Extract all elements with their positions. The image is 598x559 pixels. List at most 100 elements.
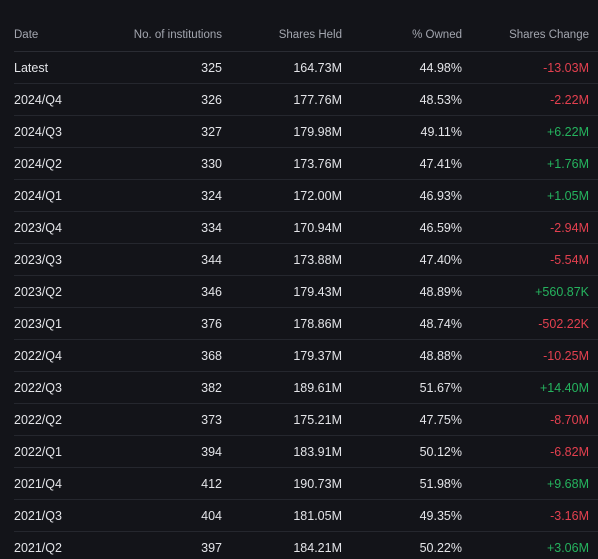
row-shares-change: +1.76M — [546, 156, 589, 171]
row-shares-change: +9.68M — [546, 476, 589, 491]
row-shares-held: 164.73M — [293, 60, 342, 75]
row-shares-change: -8.70M — [550, 412, 589, 427]
table-row[interactable]: 2022/Q1 394 183.91M 50.12% -6.82M — [14, 436, 598, 468]
row-owned: 50.12% — [419, 444, 462, 459]
table-row[interactable]: 2021/Q3 404 181.05M 49.35% -3.16M — [14, 500, 598, 532]
row-date: 2023/Q3 — [14, 252, 62, 267]
row-shares-change: -2.94M — [550, 220, 589, 235]
row-date: 2022/Q4 — [14, 348, 62, 363]
row-date: 2021/Q3 — [14, 508, 62, 523]
table-row[interactable]: 2021/Q4 412 190.73M 51.98% +9.68M — [14, 468, 598, 500]
row-owned: 48.53% — [419, 92, 462, 107]
table-row[interactable]: 2022/Q3 382 189.61M 51.67% +14.40M — [14, 372, 598, 404]
row-institutions: 330 — [201, 156, 222, 171]
table-body: Latest 325 164.73M 44.98% -13.03M 2024/Q4 326 1… — [0, 52, 598, 559]
row-shares-held: 184.21M — [293, 540, 342, 555]
row-institutions: 344 — [201, 252, 222, 267]
row-shares-held: 173.76M — [293, 156, 342, 171]
row-shares-held: 175.21M — [293, 412, 342, 427]
row-shares-held: 189.61M — [293, 380, 342, 395]
row-institutions: 346 — [201, 284, 222, 299]
row-shares-change: -13.03M — [543, 60, 589, 75]
row-shares-change: -5.54M — [550, 252, 589, 267]
row-date: 2021/Q4 — [14, 476, 62, 491]
row-shares-held: 183.91M — [293, 444, 342, 459]
header-institutions[interactable]: No. of institutions — [133, 28, 222, 41]
row-owned: 49.35% — [419, 508, 462, 523]
table-row[interactable]: 2023/Q3 344 173.88M 47.40% -5.54M — [14, 244, 598, 276]
row-shares-held: 190.73M — [293, 476, 342, 491]
row-shares-change: -3.16M — [550, 508, 589, 523]
row-owned: 48.88% — [419, 348, 462, 363]
row-shares-held: 172.00M — [293, 188, 342, 203]
row-shares-change: +14.40M — [540, 380, 589, 395]
row-institutions: 334 — [201, 220, 222, 235]
row-shares-change: +1.05M — [546, 188, 589, 203]
row-date: 2024/Q2 — [14, 156, 62, 171]
row-shares-held: 177.76M — [293, 92, 342, 107]
row-owned: 51.98% — [419, 476, 462, 491]
row-institutions: 394 — [201, 444, 222, 459]
row-shares-held: 178.86M — [293, 316, 342, 331]
table-row[interactable]: 2022/Q4 368 179.37M 48.88% -10.25M — [14, 340, 598, 372]
row-owned: 44.98% — [419, 60, 462, 75]
row-owned: 47.75% — [419, 412, 462, 427]
table-header-row: Date No. of institutions Shares Held % O… — [14, 18, 598, 52]
row-shares-held: 179.43M — [293, 284, 342, 299]
row-shares-change: +560.87K — [535, 284, 589, 299]
row-shares-change: -2.22M — [550, 92, 589, 107]
table-row[interactable]: 2024/Q1 324 172.00M 46.93% +1.05M — [14, 180, 598, 212]
header-date[interactable]: Date — [14, 28, 39, 41]
row-shares-held: 181.05M — [293, 508, 342, 523]
row-institutions: 326 — [201, 92, 222, 107]
row-date: 2021/Q2 — [14, 540, 62, 555]
row-shares-held: 179.98M — [293, 124, 342, 139]
row-date: Latest — [14, 60, 49, 75]
row-shares-change: +3.06M — [546, 540, 589, 555]
row-shares-change: -502.22K — [538, 316, 589, 331]
row-institutions: 368 — [201, 348, 222, 363]
table-row[interactable]: 2024/Q3 327 179.98M 49.11% +6.22M — [14, 116, 598, 148]
table-row[interactable]: 2023/Q2 346 179.43M 48.89% +560.87K — [14, 276, 598, 308]
row-date: 2024/Q1 — [14, 188, 62, 203]
table-row[interactable]: 2023/Q4 334 170.94M 46.59% -2.94M — [14, 212, 598, 244]
row-owned: 46.59% — [419, 220, 462, 235]
row-institutions: 327 — [201, 124, 222, 139]
row-shares-change: +6.22M — [546, 124, 589, 139]
row-shares-held: 170.94M — [293, 220, 342, 235]
row-date: 2024/Q3 — [14, 124, 62, 139]
row-owned: 50.22% — [419, 540, 462, 555]
table-row[interactable]: 2021/Q2 397 184.21M 50.22% +3.06M — [14, 532, 598, 559]
row-institutions: 412 — [201, 476, 222, 491]
row-institutions: 376 — [201, 316, 222, 331]
row-owned: 47.40% — [419, 252, 462, 267]
row-owned: 46.93% — [419, 188, 462, 203]
header-owned[interactable]: % Owned — [412, 28, 462, 41]
row-date: 2023/Q4 — [14, 220, 62, 235]
table-row[interactable]: 2022/Q2 373 175.21M 47.75% -8.70M — [14, 404, 598, 436]
row-institutions: 404 — [201, 508, 222, 523]
row-shares-change: -6.82M — [550, 444, 589, 459]
row-institutions: 373 — [201, 412, 222, 427]
header-shares-held[interactable]: Shares Held — [278, 28, 342, 41]
row-date: 2022/Q2 — [14, 412, 62, 427]
row-date: 2022/Q1 — [14, 444, 62, 459]
row-shares-held: 179.37M — [293, 348, 342, 363]
table-row[interactable]: Latest 325 164.73M 44.98% -13.03M — [14, 52, 598, 84]
row-owned: 48.89% — [419, 284, 462, 299]
table-row[interactable]: 2023/Q1 376 178.86M 48.74% -502.22K — [14, 308, 598, 340]
row-date: 2024/Q4 — [14, 92, 62, 107]
row-date: 2023/Q1 — [14, 316, 62, 331]
row-institutions: 325 — [201, 60, 222, 75]
table-row[interactable]: 2024/Q4 326 177.76M 48.53% -2.22M — [14, 84, 598, 116]
row-owned: 49.11% — [420, 124, 462, 139]
row-owned: 47.41% — [419, 156, 462, 171]
header-shares-change[interactable]: Shares Change — [509, 28, 589, 41]
row-date: 2022/Q3 — [14, 380, 62, 395]
row-date: 2023/Q2 — [14, 284, 62, 299]
row-owned: 48.74% — [419, 316, 462, 331]
table-row[interactable]: 2024/Q2 330 173.76M 47.41% +1.76M — [14, 148, 598, 180]
row-institutions: 324 — [201, 188, 222, 203]
row-institutions: 382 — [201, 380, 222, 395]
